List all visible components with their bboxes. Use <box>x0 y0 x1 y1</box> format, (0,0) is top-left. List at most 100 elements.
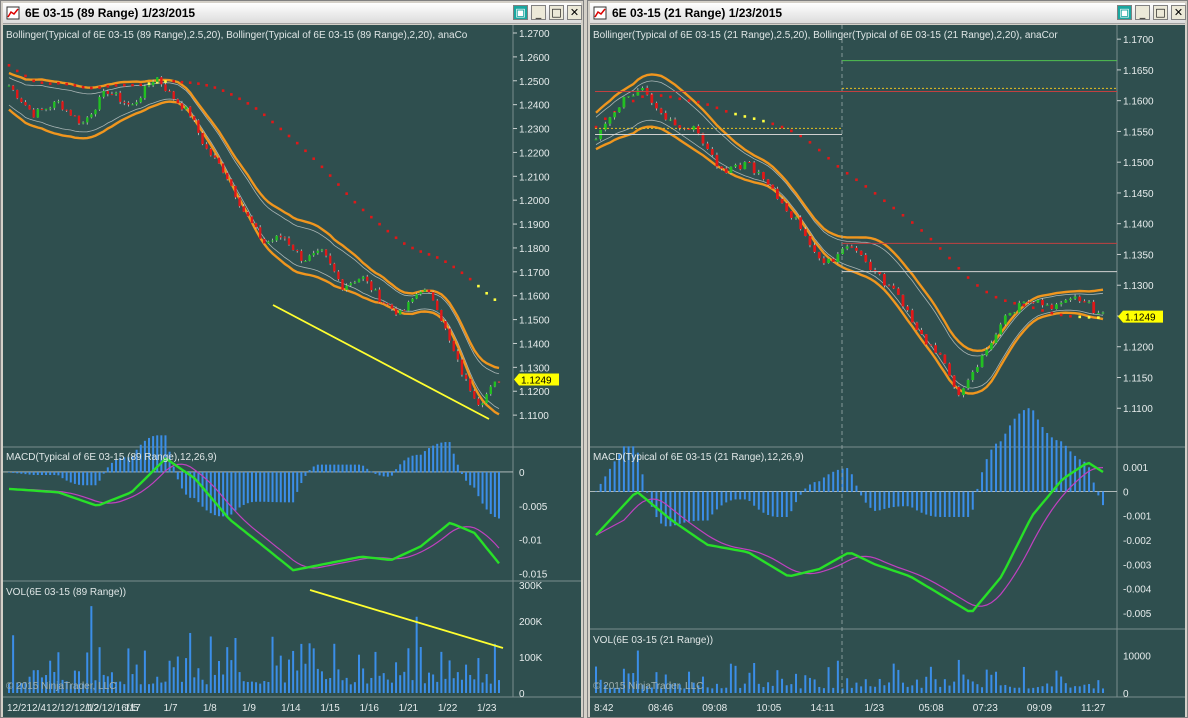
volume-bar <box>481 682 484 693</box>
volume-bar <box>16 682 19 693</box>
chart-plot-area[interactable]: 1.2700 1.2600 1.2500 1.2400 1.2300 1.2200 1.21… <box>3 25 581 717</box>
volume-bar <box>883 685 886 693</box>
volume-bar <box>1097 680 1100 693</box>
macd-tick-label: 0.001 <box>1123 463 1148 474</box>
volume-bar <box>485 674 488 693</box>
macd-indicator-label: MACD(Typical of 6E 03-15 (89 Range),12,2… <box>6 452 217 463</box>
macd-line <box>8 457 500 572</box>
volume-bar <box>123 684 126 693</box>
candle-body <box>28 105 31 110</box>
volume-bar <box>382 673 385 693</box>
trend-dot <box>771 122 775 126</box>
volume-bar <box>32 670 35 693</box>
candle-body <box>1017 302 1021 313</box>
volume-bar <box>734 665 737 693</box>
volume-bar <box>701 676 704 693</box>
macd-histogram-bar <box>477 471 480 497</box>
macd-histogram-bar <box>123 457 126 473</box>
candle-body <box>738 164 742 170</box>
candle-body <box>789 211 793 218</box>
minimize-button[interactable]: _ <box>531 5 546 20</box>
trend-dot <box>419 250 423 253</box>
macd-histogram-bar <box>995 443 998 492</box>
volume-bar <box>901 682 904 693</box>
candle-body <box>349 283 352 286</box>
volume-bar <box>423 683 426 693</box>
price-tick-label: 1.1100 <box>1123 404 1153 415</box>
trend-dot <box>976 284 979 287</box>
volume-bar <box>1022 666 1025 693</box>
trend-dot <box>1004 299 1007 302</box>
trend-dot <box>57 81 60 85</box>
window-titlebar[interactable]: 6E 03-15 (21 Range) 1/23/2015 ▣ _ □ ✕ <box>590 3 1186 24</box>
link-icon[interactable]: ▣ <box>1117 5 1132 20</box>
macd-histogram-bar <box>985 459 988 492</box>
trend-dot <box>73 84 77 87</box>
chart-plot-area[interactable]: 1.1700 1.1650 1.1600 1.1550 1.1500 1.1450 1.14… <box>590 25 1185 717</box>
vol-tick-label: 0 <box>1123 689 1129 700</box>
volume-bar <box>226 647 229 693</box>
volume-bar <box>599 679 602 693</box>
maximize-button[interactable]: □ <box>549 5 564 20</box>
chart-window-89-range[interactable]: 6E 03-15 (89 Range) 1/23/2015 ▣ _ □ ✕ 1.… <box>0 0 584 718</box>
close-button[interactable]: ✕ <box>1171 5 1186 20</box>
trend-dot <box>427 253 431 256</box>
volume-bar <box>715 683 718 693</box>
candle-body <box>77 115 81 124</box>
candle-body <box>118 92 122 102</box>
volume-bar <box>230 660 233 693</box>
price-tick-label: 1.1700 <box>519 268 550 279</box>
candle-body <box>622 96 626 108</box>
candle-body <box>7 85 11 87</box>
volume-bar <box>390 682 393 693</box>
candle-body <box>966 380 970 389</box>
macd-histogram-bar <box>776 491 779 517</box>
window-titlebar[interactable]: 6E 03-15 (89 Range) 1/23/2015 ▣ _ □ ✕ <box>3 3 582 24</box>
macd-histogram-bar <box>36 471 39 476</box>
candle-body <box>957 386 961 396</box>
macd-histogram-bar <box>697 491 700 521</box>
candle-body <box>308 255 311 261</box>
price-tick-label: 1.1600 <box>519 292 550 303</box>
price-tick-label: 1.2400 <box>519 101 550 112</box>
volume-bar <box>250 681 253 693</box>
trend-dot <box>394 236 398 240</box>
macd-histogram-bar <box>627 446 630 492</box>
candle-body <box>485 394 488 404</box>
maximize-button[interactable]: □ <box>1153 5 1168 20</box>
macd-histogram-bar <box>481 471 484 504</box>
candle-body <box>419 291 422 295</box>
macd-histogram-bar <box>1008 425 1011 492</box>
macd-histogram-bar <box>329 464 332 473</box>
macd-histogram-bar <box>1055 440 1058 492</box>
macd-histogram-bar <box>1018 413 1021 492</box>
volume-bar <box>333 643 336 693</box>
minimize-button[interactable]: _ <box>1135 5 1150 20</box>
volume-bar <box>869 686 872 693</box>
candle-body <box>859 250 863 255</box>
volume-bar <box>813 679 816 693</box>
candle-body <box>878 271 882 275</box>
macd-histogram-bar <box>119 457 122 473</box>
macd-histogram-bar <box>337 464 340 473</box>
macd-histogram-bar <box>846 468 849 492</box>
volume-bar <box>790 684 793 693</box>
macd-histogram-bar <box>818 481 821 492</box>
volume-bar <box>855 682 858 693</box>
volume-bar <box>660 687 663 693</box>
chart-window-21-range[interactable]: 6E 03-15 (21 Range) 1/23/2015 ▣ _ □ ✕ 1.… <box>587 0 1188 718</box>
trend-dot <box>147 82 151 85</box>
trend-dot <box>7 64 11 67</box>
volume-bar <box>897 669 900 693</box>
volume-bar <box>180 681 183 693</box>
macd-histogram-bar <box>706 491 709 521</box>
candle-body <box>160 77 163 85</box>
macd-histogram-bar <box>678 491 681 524</box>
trend-dot <box>706 103 709 106</box>
volume-bar <box>218 661 220 693</box>
macd-tick-label: -0.002 <box>1123 536 1152 547</box>
volume-bar <box>720 688 723 693</box>
close-button[interactable]: ✕ <box>567 5 582 20</box>
link-icon[interactable]: ▣ <box>513 5 528 20</box>
candle-body <box>901 294 905 307</box>
